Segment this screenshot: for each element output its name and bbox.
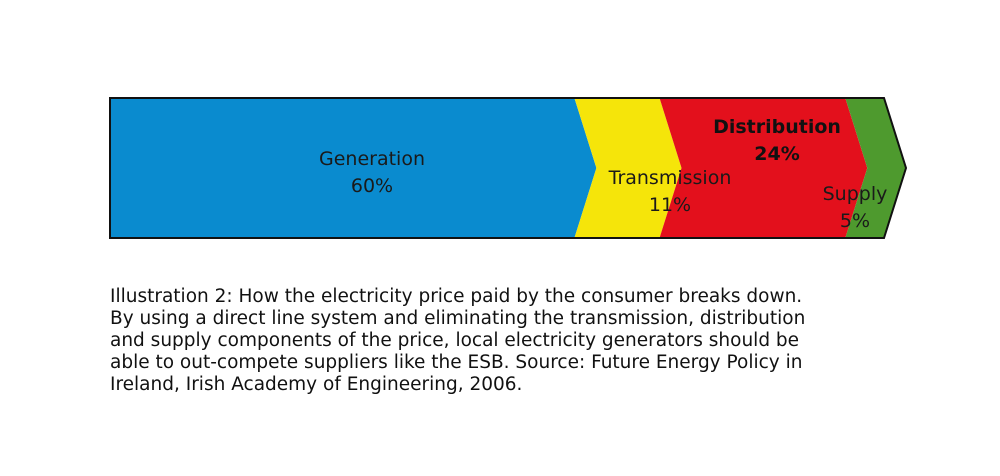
- value-label-generation: 60%: [351, 175, 393, 197]
- chart-segments: [110, 98, 906, 238]
- label-generation: Generation: [319, 148, 425, 170]
- chart-outline: [109, 97, 908, 239]
- segment-distribution: [659, 98, 868, 238]
- label-distribution: Distribution: [713, 116, 841, 138]
- segment-supply: [845, 98, 906, 238]
- caption-line-3: and supply components of the price, loca…: [110, 330, 800, 351]
- label-transmission: Transmission: [608, 167, 732, 189]
- value-label-transmission: 11%: [649, 194, 691, 216]
- price-breakdown-chart: Generation 60% Transmission 11% Distribution…: [109, 97, 908, 239]
- caption-line-5: Ireland, Irish Academy of Engineering, 2…: [110, 374, 523, 395]
- value-label-distribution: 24%: [754, 143, 799, 165]
- caption-line-4: able to out-compete suppliers like the E…: [110, 352, 803, 373]
- caption-line-1: Illustration 2: How the electricity pric…: [110, 286, 803, 307]
- segment-transmission: [574, 98, 682, 238]
- caption-line-2: By using a direct line system and elimin…: [110, 308, 806, 329]
- chart-labels: Generation 60% Transmission 11% Distribution…: [319, 116, 887, 232]
- figure-caption: Illustration 2: How the electricity pric…: [110, 286, 910, 396]
- segment-generation: [110, 98, 597, 238]
- value-label-supply: 5%: [840, 210, 870, 232]
- label-supply: Supply: [823, 183, 888, 205]
